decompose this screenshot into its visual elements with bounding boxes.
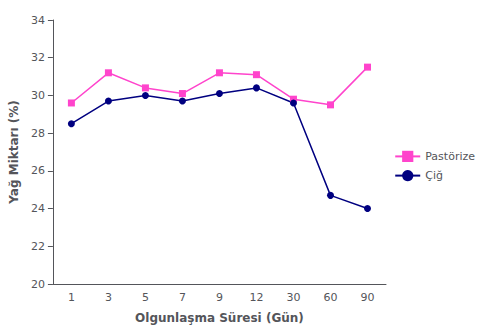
svg-text:Pastörize: Pastörize (425, 150, 475, 163)
svg-text:90: 90 (360, 291, 374, 304)
svg-text:Yağ Miktarı (%): Yağ Miktarı (%) (7, 100, 21, 205)
svg-text:24: 24 (31, 202, 45, 215)
svg-text:Olgunlaşma Süresi (Gün): Olgunlaşma Süresi (Gün) (135, 311, 304, 325)
svg-text:Çiğ: Çiğ (425, 169, 443, 182)
svg-text:30: 30 (31, 89, 45, 102)
svg-text:1: 1 (68, 291, 75, 304)
svg-text:34: 34 (31, 14, 45, 27)
svg-text:9: 9 (216, 291, 223, 304)
svg-text:28: 28 (31, 127, 45, 140)
svg-text:3: 3 (105, 291, 112, 304)
svg-text:22: 22 (31, 240, 45, 253)
svg-text:5: 5 (142, 291, 149, 304)
svg-text:30: 30 (286, 291, 300, 304)
svg-text:7: 7 (179, 291, 186, 304)
svg-text:26: 26 (31, 164, 45, 177)
svg-text:32: 32 (31, 51, 45, 64)
svg-text:12: 12 (249, 291, 263, 304)
svg-text:60: 60 (323, 291, 337, 304)
svg-text:20: 20 (31, 278, 45, 291)
